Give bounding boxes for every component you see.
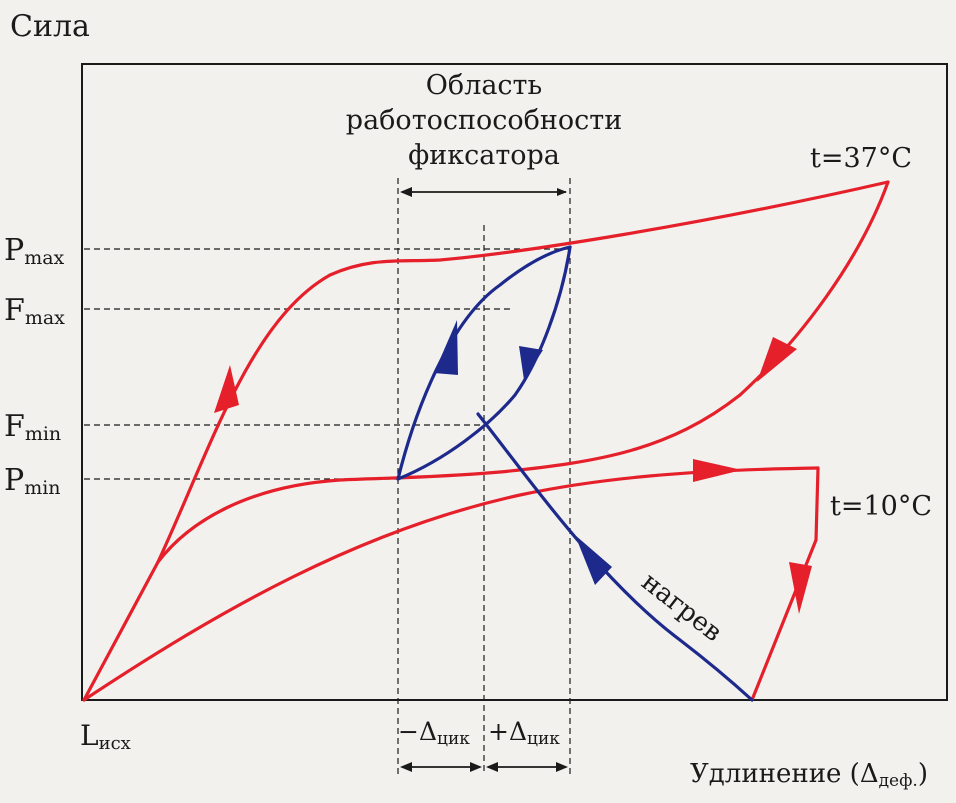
unloading-curve-37c bbox=[156, 393, 742, 564]
unloading-line-37c bbox=[738, 180, 890, 397]
delta-minus-arrow-left-head bbox=[400, 762, 412, 772]
cycle-right-return bbox=[396, 245, 572, 481]
region-label: Область работоспособности фиксатора bbox=[346, 70, 622, 171]
down-arrow-cycle bbox=[519, 346, 543, 380]
down-arrow-right bbox=[757, 337, 797, 382]
heating-label: нагрев bbox=[636, 567, 728, 648]
region-label-line-1: Область bbox=[426, 70, 542, 101]
delta-minus-label: −Δцик bbox=[398, 717, 470, 749]
region-label-line-2: работоспособности bbox=[346, 105, 622, 136]
p-max-label: Pmax bbox=[4, 233, 65, 269]
loading-curve-37c bbox=[82, 180, 890, 702]
x-axis-title: Удлинение (Δдеф.) bbox=[690, 759, 928, 791]
delta-plus-arrow-left-head bbox=[486, 762, 498, 772]
curve-10c bbox=[82, 466, 820, 702]
p-min-label: Pmin bbox=[4, 463, 61, 499]
cycle-upper-arc bbox=[396, 245, 572, 481]
hot-direction-arrows bbox=[214, 337, 812, 614]
delta-plus-label: +Δцик bbox=[488, 717, 560, 749]
temp-high-label: t=37°C bbox=[810, 143, 912, 174]
down-arrow-10c bbox=[789, 562, 812, 614]
temp-low-label: t=10°C bbox=[830, 491, 932, 522]
origin-label: Lисх bbox=[80, 719, 131, 754]
cycle-direction-arrows bbox=[434, 320, 612, 585]
dimension-arrows bbox=[400, 187, 568, 772]
up-arrow-cycle bbox=[434, 320, 458, 375]
cycle-curves bbox=[396, 245, 754, 702]
y-axis-title: Сила bbox=[10, 9, 90, 44]
delta-plus-arrow-right-head bbox=[556, 762, 568, 772]
delta-minus-arrow-right-head bbox=[470, 762, 482, 772]
region-width-arrow-left-head bbox=[400, 187, 412, 197]
right-arrow-10c bbox=[693, 459, 742, 482]
f-max-label: Fmax bbox=[4, 293, 65, 329]
f-min-label: Fmin bbox=[4, 409, 61, 445]
heating-line bbox=[476, 412, 754, 702]
guide-lines bbox=[84, 178, 571, 775]
plot-frame bbox=[81, 63, 948, 701]
region-label-line-3: фиксатора bbox=[408, 140, 560, 171]
hot-curves bbox=[82, 180, 890, 702]
up-arrow-left bbox=[214, 365, 239, 413]
return-line-10c bbox=[750, 466, 820, 702]
up-arrow-heating bbox=[575, 535, 612, 585]
